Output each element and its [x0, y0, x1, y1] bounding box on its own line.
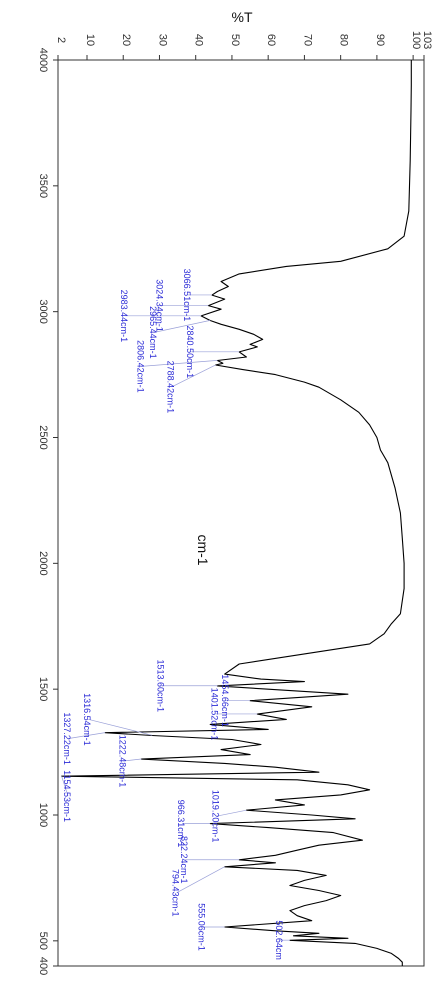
y-tick-label: 80 [338, 34, 350, 46]
peak-leader-line [176, 866, 225, 894]
peak-leader-line [67, 732, 106, 739]
y-tick-label: 50 [229, 34, 241, 46]
peak-leader-line [123, 758, 142, 762]
peak-label: 1513.60cm-1 [155, 659, 165, 712]
x-tick-label: 2500 [37, 425, 49, 449]
peak-label: 3024.34cm-1 [154, 279, 164, 332]
spectrum-line [61, 60, 412, 966]
peak-labels: 3066.51cm-1 3024.34cm-1 2983.44cm-1 2965.44… [62, 269, 284, 960]
peak-label: 1401.52cm-1 [209, 688, 219, 741]
peak-label: 1019.20cm-1 [210, 790, 220, 843]
peak-label: 966.31cm-1 [176, 800, 186, 848]
peak-label: 2983.44cm-1 [119, 290, 129, 343]
peak-leader-line [141, 360, 218, 367]
x-tick-label: 1500 [37, 677, 49, 701]
y-tick-label: 40 [193, 34, 205, 46]
peak-label: 794.43cm-1 [171, 869, 181, 917]
axis-ticks [53, 55, 425, 967]
x-axis-title: cm-1 [195, 534, 211, 565]
y-tick-label: 90 [374, 34, 386, 46]
peak-leader-line [216, 809, 247, 817]
peak-label: 2840.50cm-1 [185, 326, 195, 379]
x-tick-label: 400 [37, 957, 49, 975]
y-tick-label: 100 [410, 31, 422, 49]
y-tick-label: 30 [156, 34, 168, 46]
peak-label: 2806.42cm-1 [135, 340, 145, 393]
plot-area [57, 59, 425, 967]
y-tick-label: 20 [120, 34, 132, 46]
x-tick-label: 1000 [37, 803, 49, 827]
peak-leader-line [88, 718, 153, 736]
peak-label: 1154.53cm-1 [62, 770, 72, 822]
peak-label: 502.64cm [274, 920, 284, 960]
peak-label: 3066.51cm-1 [182, 269, 192, 322]
peak-leader-line [154, 320, 211, 333]
peak-label: 822.24cm-1 [179, 836, 189, 884]
y-tick-label: 103 [421, 31, 433, 49]
peak-label: 555.06cm-1 [197, 903, 207, 951]
x-tick-label: 3500 [37, 174, 49, 198]
spectrum-series [61, 60, 412, 966]
x-tick-label: 4000 [37, 48, 49, 72]
x-tick-label: 2000 [37, 551, 49, 575]
peak-label: 1222.48cm-1 [117, 735, 127, 788]
peak-leader-line [171, 364, 216, 388]
peak-leader-line [61, 776, 69, 797]
x-tick-label: 3000 [37, 299, 49, 323]
y-tick-label: 2 [55, 37, 67, 43]
plot-border [57, 59, 425, 967]
y-axis-title: %T [232, 9, 253, 25]
peak-leader-lines [61, 294, 290, 941]
peak-label: 1316.54cm-1 [82, 693, 92, 746]
y-tick-label: 70 [301, 34, 313, 46]
peak-label: 2788.42cm-1 [166, 361, 176, 414]
x-tick-labels: 4000 3500 3000 2500 2000 1500 1000 500 400 [37, 48, 49, 975]
peak-label: 1327.22cm-1 [62, 712, 72, 765]
peak-label: 2965.44cm-1 [148, 306, 158, 359]
x-tick-label: 500 [37, 932, 49, 950]
y-tick-label: 60 [265, 34, 277, 46]
peak-label: 1454.66cm-1 [220, 674, 230, 727]
y-tick-label: 10 [84, 34, 96, 46]
